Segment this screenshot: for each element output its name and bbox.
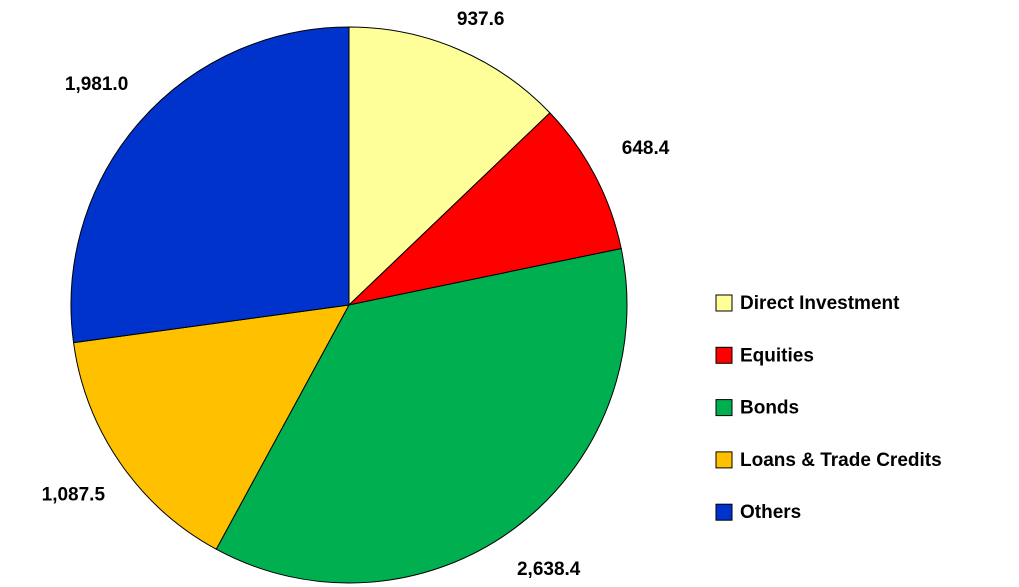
legend-swatch: [715, 503, 733, 521]
legend-label: Loans & Trade Credits: [740, 450, 942, 471]
pie-slice: [347, 112, 622, 306]
pie-slice: [215, 247, 628, 584]
pie-slice: [70, 26, 350, 344]
legend-swatch: [715, 399, 733, 417]
legend-label: Equities: [740, 345, 814, 366]
legend-swatch: [715, 346, 733, 364]
legend-label: Bonds: [740, 398, 799, 419]
legend-label: Direct Investment: [740, 293, 900, 314]
data-label: 937.6: [457, 9, 505, 30]
legend-swatch: [715, 294, 733, 312]
pie-slice: [348, 26, 551, 307]
data-label: 648.4: [622, 138, 670, 159]
data-label: 1,087.5: [42, 484, 106, 505]
data-label: 2,638.4: [517, 559, 581, 580]
legend-swatch: [715, 451, 733, 469]
pie-slice: [73, 304, 350, 550]
legend-label: Others: [740, 502, 801, 523]
data-label: 1,981.0: [65, 74, 128, 95]
